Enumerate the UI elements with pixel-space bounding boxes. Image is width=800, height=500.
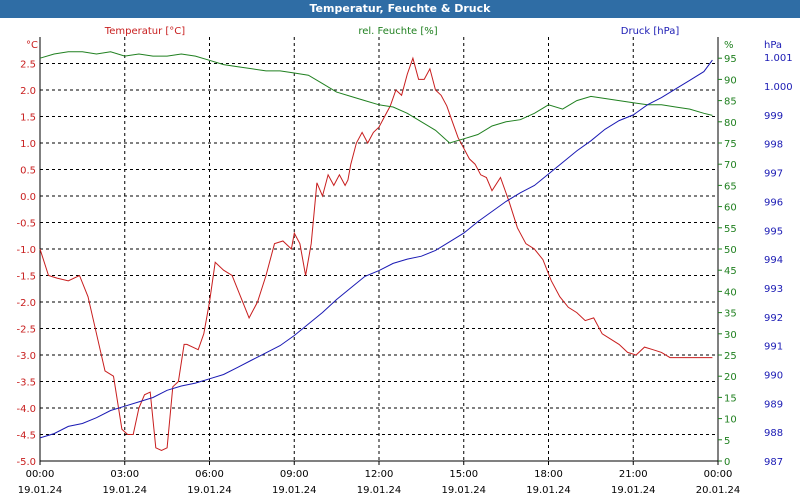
date-tick-label: 19.01.24 bbox=[18, 485, 63, 496]
humidity-tick-label: 60 bbox=[724, 203, 737, 214]
date-tick-label: 20.01.24 bbox=[696, 485, 741, 496]
time-tick-label: 18:00 bbox=[534, 469, 563, 480]
pressure-axis-title: Druck [hPa] bbox=[621, 26, 680, 37]
humidity-tick-label: 30 bbox=[724, 330, 737, 341]
humidity-tick-label: 10 bbox=[724, 415, 737, 426]
date-tick-label: 19.01.24 bbox=[187, 485, 232, 496]
pressure-tick-label: 987 bbox=[764, 457, 783, 468]
pressure-tick-label: 999 bbox=[764, 111, 783, 122]
pressure-tick-label: 989 bbox=[764, 399, 783, 410]
humidity-tick-label: 95 bbox=[724, 54, 737, 65]
temperature-tick-label: -2.0 bbox=[16, 298, 36, 309]
pressure-tick-label: 1.000 bbox=[764, 82, 793, 93]
humidity-tick-label: 5 bbox=[724, 436, 730, 447]
temperature-tick-label: -4.0 bbox=[16, 404, 36, 415]
time-tick-label: 06:00 bbox=[195, 469, 224, 480]
time-tick-label: 21:00 bbox=[619, 469, 648, 480]
pressure-tick-label: 994 bbox=[764, 255, 783, 266]
humidity-tick-label: 75 bbox=[724, 139, 737, 150]
temperature-tick-label: 0.5 bbox=[20, 166, 36, 177]
humidity-tick-label: 80 bbox=[724, 118, 737, 129]
temperature-tick-label: 2.0 bbox=[20, 86, 36, 97]
series-layer bbox=[39, 51, 713, 451]
temperature-tick-label: -3.5 bbox=[16, 378, 36, 389]
pressure-axis: 1.001 1.000 999 998 997 996 995 994 993 992 991 990… bbox=[764, 53, 793, 468]
humidity-tick-label: 15 bbox=[724, 393, 737, 404]
pressure-tick-label: 992 bbox=[764, 313, 783, 324]
humidity-unit-label: % bbox=[724, 40, 734, 51]
date-tick-label: 19.01.24 bbox=[102, 485, 147, 496]
pressure-tick-label: 1.001 bbox=[764, 53, 793, 64]
date-tick-label: 19.01.24 bbox=[611, 485, 656, 496]
humidity-tick-label: 40 bbox=[724, 287, 737, 298]
time-tick-label: 00:00 bbox=[26, 469, 55, 480]
humidity-tick-label: 90 bbox=[724, 75, 737, 86]
axis-headers: Temperatur [°C] rel. Feuchte [%] Druck [hP… bbox=[26, 26, 782, 51]
temperature-tick-label: -1.0 bbox=[16, 245, 36, 256]
humidity-tick-label: 20 bbox=[724, 372, 737, 383]
window-title: Temperatur, Feuchte & Druck bbox=[0, 0, 800, 18]
pressure-series-line bbox=[39, 59, 713, 439]
humidity-series-line bbox=[39, 51, 713, 144]
pressure-tick-label: 996 bbox=[764, 197, 783, 208]
time-tick-label: 15:00 bbox=[449, 469, 478, 480]
time-tick-label: 03:00 bbox=[110, 469, 139, 480]
temperature-tick-label: -5.0 bbox=[16, 457, 36, 468]
pressure-tick-label: 991 bbox=[764, 342, 783, 353]
time-tick-label: 00:00 bbox=[704, 469, 733, 480]
pressure-tick-label: 998 bbox=[764, 140, 783, 151]
humidity-tick-label: 25 bbox=[724, 351, 737, 362]
humidity-tick-label: 50 bbox=[724, 245, 737, 256]
pressure-tick-label: 995 bbox=[764, 226, 783, 237]
temperature-tick-label: -0.5 bbox=[16, 219, 36, 230]
humidity-tick-label: 0 bbox=[724, 457, 730, 468]
humidity-tick-label: 35 bbox=[724, 309, 737, 320]
time-axis: 00:00 19.01.24 03:00 19.01.24 06:00 19.01.24 0… bbox=[18, 461, 741, 496]
pressure-tick-label: 990 bbox=[764, 370, 783, 381]
humidity-axis-title: rel. Feuchte [%] bbox=[358, 26, 437, 37]
date-tick-label: 19.01.24 bbox=[357, 485, 402, 496]
humidity-tick-label: 45 bbox=[724, 266, 737, 277]
pressure-unit-label: hPa bbox=[764, 40, 782, 51]
pressure-tick-label: 997 bbox=[764, 169, 783, 180]
temperature-tick-label: 1.0 bbox=[20, 139, 36, 150]
date-tick-label: 19.01.24 bbox=[441, 485, 486, 496]
temperature-unit-label: °C bbox=[26, 40, 38, 51]
temperature-series-line bbox=[39, 56, 713, 451]
pressure-tick-label: 988 bbox=[764, 428, 783, 439]
temperature-tick-label: -2.5 bbox=[16, 325, 36, 336]
temperature-tick-label: 0.0 bbox=[20, 192, 36, 203]
date-tick-label: 19.01.24 bbox=[526, 485, 571, 496]
humidity-tick-label: 55 bbox=[724, 224, 737, 235]
time-tick-label: 09:00 bbox=[280, 469, 309, 480]
temperature-tick-label: -1.5 bbox=[16, 272, 36, 283]
temperature-tick-label: 2.5 bbox=[20, 60, 36, 71]
date-tick-label: 19.01.24 bbox=[272, 485, 317, 496]
humidity-tick-label: 70 bbox=[724, 160, 737, 171]
temperature-tick-label: 1.5 bbox=[20, 113, 36, 124]
temperature-axis-title: Temperatur [°C] bbox=[104, 26, 185, 37]
pressure-tick-label: 993 bbox=[764, 284, 783, 295]
humidity-tick-label: 85 bbox=[724, 97, 737, 108]
temperature-tick-label: -3.0 bbox=[16, 351, 36, 362]
humidity-tick-label: 65 bbox=[724, 181, 737, 192]
temperature-axis: 2.5 2.0 1.5 1.0 0.5 0.0 -0.5 -1.0 -1.5 -2.0 -2.5 -3… bbox=[16, 60, 36, 469]
time-tick-label: 12:00 bbox=[365, 469, 394, 480]
temperature-tick-label: -4.5 bbox=[16, 431, 36, 442]
